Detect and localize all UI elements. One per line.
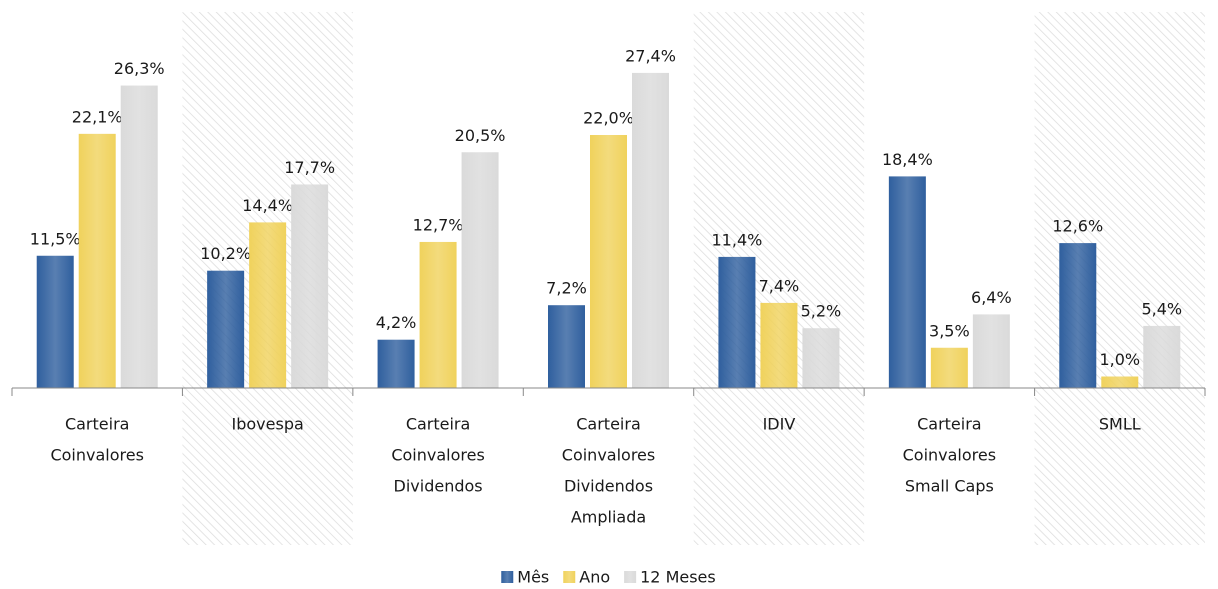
x-tick-label: Ibovespa xyxy=(232,415,304,434)
legend-label: Mês xyxy=(517,568,549,587)
bar xyxy=(377,339,415,388)
value-label: 18,4% xyxy=(882,150,933,169)
x-tick-label: Dividendos xyxy=(394,477,483,496)
x-tick-label: Coinvalores xyxy=(50,446,143,465)
bar xyxy=(548,305,585,388)
bar xyxy=(590,135,627,388)
value-label: 5,4% xyxy=(1141,299,1182,318)
bar xyxy=(1059,243,1097,388)
x-tick-label: Carteira xyxy=(917,415,982,434)
x-tick-label: IDIV xyxy=(763,415,796,434)
bar xyxy=(78,133,116,388)
bar xyxy=(718,256,756,388)
bar xyxy=(291,184,329,388)
bar xyxy=(888,176,926,388)
legend-swatch xyxy=(501,571,514,583)
bar xyxy=(930,347,968,388)
bar xyxy=(1101,376,1139,388)
value-label: 17,7% xyxy=(284,158,335,177)
value-label: 10,2% xyxy=(200,244,251,263)
bar xyxy=(1143,325,1181,388)
background-bands xyxy=(182,12,1205,545)
bar xyxy=(207,270,245,388)
value-label: 22,0% xyxy=(583,109,634,128)
bar xyxy=(802,328,840,388)
value-label: 1,0% xyxy=(1099,350,1140,369)
value-label: 7,4% xyxy=(759,276,800,295)
bar xyxy=(120,85,158,389)
value-label: 12,7% xyxy=(413,215,464,234)
value-label: 20,5% xyxy=(455,126,506,145)
bar xyxy=(760,302,798,388)
x-tick-label: Carteira xyxy=(406,415,471,434)
value-label: 4,2% xyxy=(376,313,417,332)
value-label: 6,4% xyxy=(971,288,1012,307)
bar xyxy=(972,314,1010,388)
x-tick-label: Carteira xyxy=(65,415,130,434)
value-label: 11,5% xyxy=(30,229,81,248)
x-tick-label: Carteira xyxy=(576,415,641,434)
value-label: 14,4% xyxy=(242,196,293,215)
bar xyxy=(249,222,287,388)
value-label: 3,5% xyxy=(929,321,970,340)
legend: Mês Ano 12 Meses xyxy=(501,568,716,587)
x-tick-label: Ampliada xyxy=(571,508,646,527)
bar xyxy=(36,255,74,388)
x-tick-label: Coinvalores xyxy=(562,446,655,465)
value-label: 27,4% xyxy=(625,46,676,65)
x-tick-label: Coinvalores xyxy=(903,446,996,465)
bar xyxy=(419,241,457,388)
x-tick-label: Small Caps xyxy=(905,477,994,496)
x-tick-label: Dividendos xyxy=(564,477,653,496)
bar xyxy=(461,152,499,388)
value-label: 11,4% xyxy=(712,230,763,249)
value-label: 26,3% xyxy=(114,59,165,78)
bar xyxy=(632,72,669,389)
x-tick-label: Coinvalores xyxy=(391,446,484,465)
value-label: 12,6% xyxy=(1052,217,1103,236)
legend-label: Ano xyxy=(579,568,610,587)
legend-label: 12 Meses xyxy=(640,568,716,587)
legend-swatch xyxy=(563,571,576,583)
value-label: 22,1% xyxy=(72,107,123,126)
value-label: 7,2% xyxy=(546,279,587,298)
value-label: 5,2% xyxy=(801,302,842,321)
x-tick-label: SMLL xyxy=(1099,415,1141,434)
legend-swatch xyxy=(624,571,637,583)
